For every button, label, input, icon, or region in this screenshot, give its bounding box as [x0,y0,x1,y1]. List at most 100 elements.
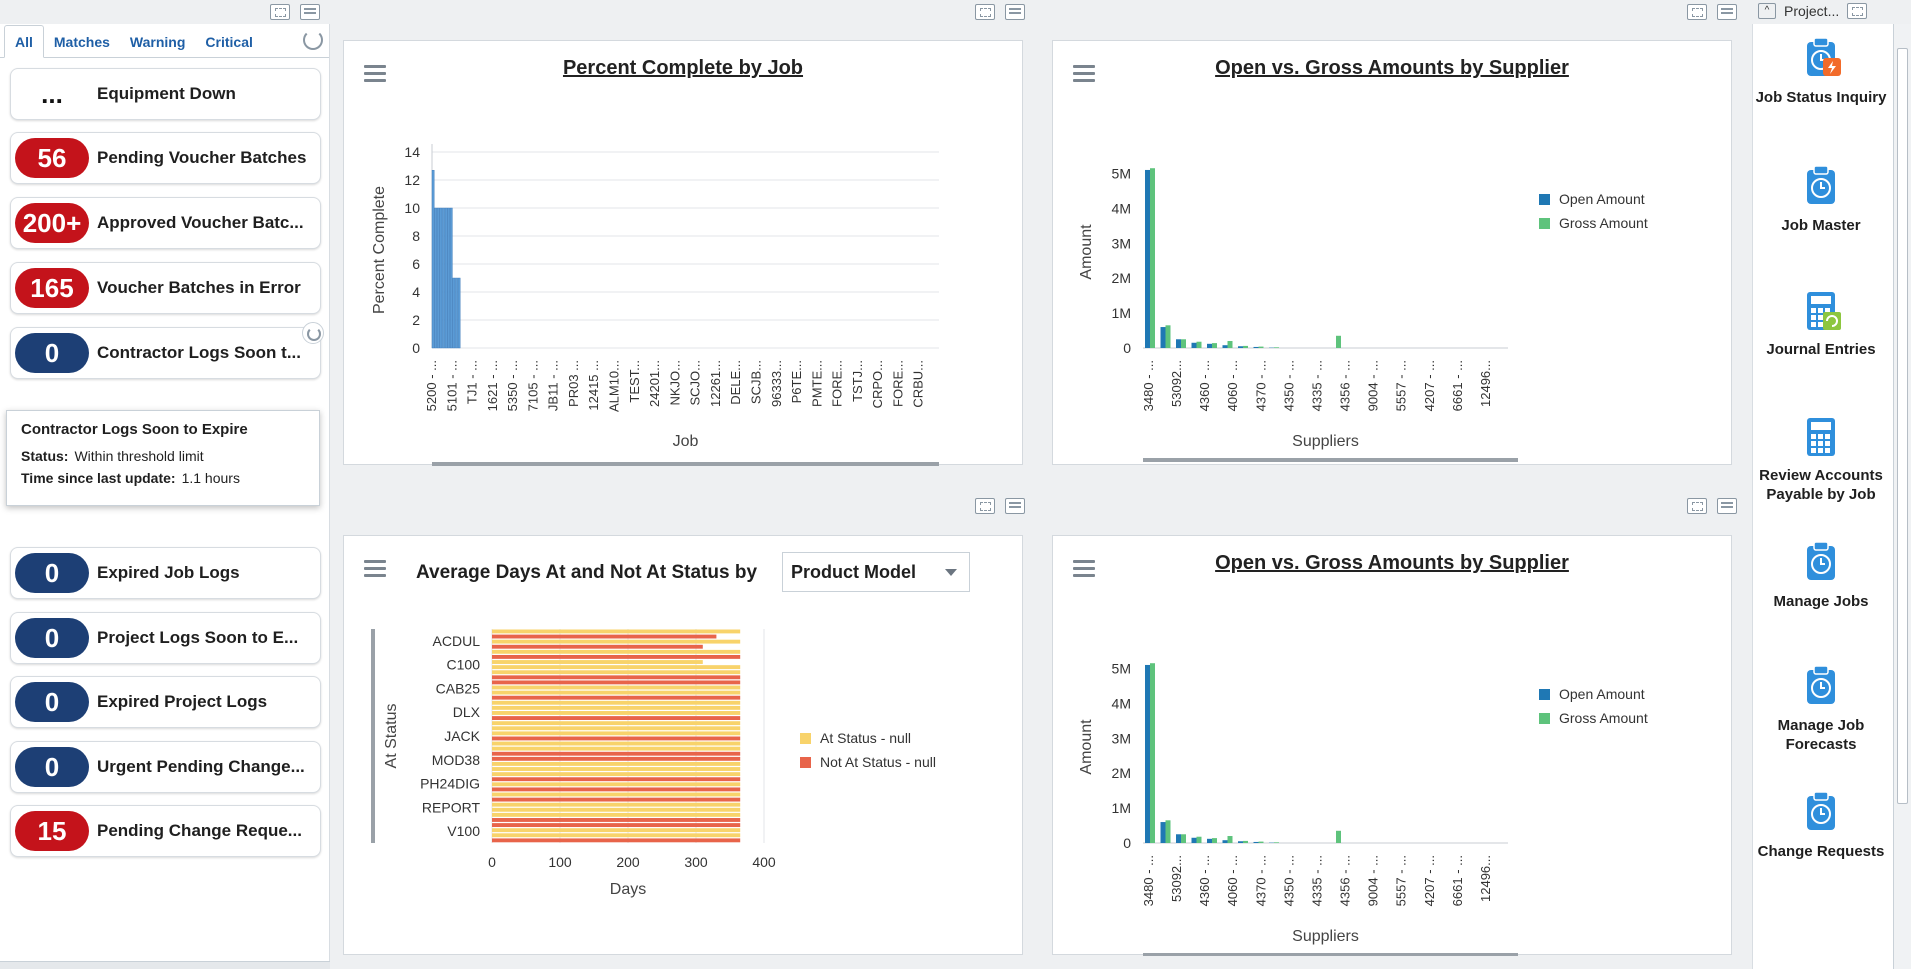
open-gross-panel-1: Open vs. Gross Amounts by Supplier 0 1M 2M… [1052,40,1732,465]
tab-critical[interactable]: Critical [205,34,253,50]
watchlist-count-badge: 0 [15,333,89,373]
springboard-item[interactable]: Review Accounts Payable by Job [1753,414,1889,504]
bar-gross [1181,834,1186,843]
chart-menu-icon[interactable] [1073,65,1095,82]
bar-gross [1274,347,1279,348]
bar-open [1191,837,1197,843]
bar-gross [1165,325,1171,348]
watchlist-item-label: Project Logs Soon to E... [97,628,299,647]
panel-menu-icon[interactable] [1717,4,1737,20]
bar-at-status [492,767,741,771]
springboard-item[interactable]: Journal Entries [1753,288,1889,359]
springboard-header: ^ Project... [1758,0,1908,22]
x-tick-label: 200 [616,854,640,870]
watchlist-item-label: Pending Voucher Batches [97,148,307,167]
watchlist-item[interactable]: 0 Expired Project Logs [10,676,321,728]
y-tick-label: 8 [412,228,420,244]
watchlist-item[interactable]: 56 Pending Voucher Batches [10,132,321,184]
watchlist-item[interactable]: ... Equipment Down [10,68,321,120]
bar-open [1191,342,1197,348]
expand-icon[interactable] [975,4,995,20]
x-scrollbar [1143,458,1518,462]
watchlist-count-badge: 0 [15,618,89,658]
bar-not-at-status [492,797,741,802]
bar-open [1176,834,1181,843]
watchlist-count-badge: 15 [15,811,89,851]
x-axis-label: Job [673,433,699,450]
panel-menu-icon[interactable] [300,4,320,20]
watchlist-item[interactable]: 0 Expired Job Logs [10,547,321,599]
bar [431,169,435,349]
chart2-toolbar [1662,0,1737,24]
panel-menu-icon[interactable] [1005,498,1025,514]
tab-warning[interactable]: Warning [129,34,186,50]
tab-all[interactable]: All [4,25,44,58]
x-tick-label: 5557 - ... [1394,360,1409,411]
y-axis-label: Percent Complete [371,186,388,314]
chart-menu-icon[interactable] [1073,560,1095,577]
bar-open [1222,345,1228,348]
x-tick-label: TSTJ... [850,360,865,402]
x-tick-label: SCJB... [748,360,763,404]
y-tick-label: 6 [412,256,420,272]
expand-icon[interactable] [1847,3,1868,19]
x-tick-label: 4350 - ... [1281,360,1296,411]
bar-open [1207,838,1212,843]
watchlist-count-badge: 0 [15,682,89,722]
panel-menu-icon[interactable] [1717,498,1737,514]
y-tick-label: DLX [453,704,481,720]
expand-icon[interactable] [975,498,995,514]
tooltip-status-key: Status: [21,448,69,464]
watchlist-item[interactable]: 0 Urgent Pending Change... [10,741,321,793]
vertical-scrollbar[interactable] [1893,24,1911,969]
bar-not-at-status [492,823,741,828]
x-tick-label: 3480 - ... [1141,855,1156,906]
bar-not-at-status [492,756,741,761]
watchlist-item[interactable]: 15 Pending Change Reque... [10,805,321,857]
bar-at-status [492,690,741,695]
bar-at-status [492,726,741,731]
collapse-icon[interactable]: ^ [1758,3,1776,19]
chart1-toolbar [950,0,1025,24]
chart-menu-icon[interactable] [364,65,386,82]
springboard-item[interactable]: Job Status Inquiry [1753,36,1889,107]
legend-swatch-open [1539,194,1550,205]
x-tick-label: 53092... [1169,360,1184,407]
expand-icon[interactable] [270,4,290,20]
chart-menu-icon[interactable] [364,560,386,577]
y-tick-label: 2 [412,312,420,328]
bar-at-status [492,629,741,634]
group-by-dropdown[interactable]: Product Model [782,552,970,592]
refresh-icon[interactable] [302,322,324,344]
watchlist-item[interactable]: 200+ Approved Voucher Batc... [10,197,321,249]
horizontal-scrollbar[interactable] [0,961,330,969]
y-tick-label: PH24DIG [420,776,480,792]
watchlist-item[interactable]: 0 Contractor Logs Soon t... [10,322,324,379]
x-scrollbar [1143,953,1518,956]
bar-at-status [492,792,741,797]
expand-icon[interactable] [1687,4,1707,20]
scrollbar-thumb[interactable] [1897,48,1908,804]
springboard-item[interactable]: Manage Jobs [1753,540,1889,611]
watchlist-item[interactable]: 0 Project Logs Soon to E... [10,612,321,664]
y-scrollbar [371,629,375,843]
y-tick-label: 14 [404,144,420,160]
clipboard-clock-icon [1801,790,1841,834]
refresh-icon[interactable] [303,30,323,50]
springboard-item[interactable]: Change Requests [1753,790,1889,861]
springboard-item[interactable]: Job Master [1753,164,1889,235]
watchlist-item[interactable]: 165 Voucher Batches in Error [10,262,321,314]
tab-matches[interactable]: Matches [53,34,110,50]
y-tick-label: 0 [412,340,420,356]
x-tick-label: 6661 - ... [1450,855,1465,906]
springboard-tab-label[interactable]: Project... [1784,3,1840,19]
legend-label-not-at-status: Not At Status - null [820,754,936,770]
chart4-toolbar [1662,494,1737,518]
panel-menu-icon[interactable] [1005,4,1025,20]
bar [457,277,461,349]
bar [434,207,437,349]
chart-title: Open vs. Gross Amounts by Supplier [1215,552,1569,574]
springboard-item[interactable]: Manage Job Forecasts [1753,664,1889,754]
expand-icon[interactable] [1687,498,1707,514]
bar-at-status [492,833,741,838]
